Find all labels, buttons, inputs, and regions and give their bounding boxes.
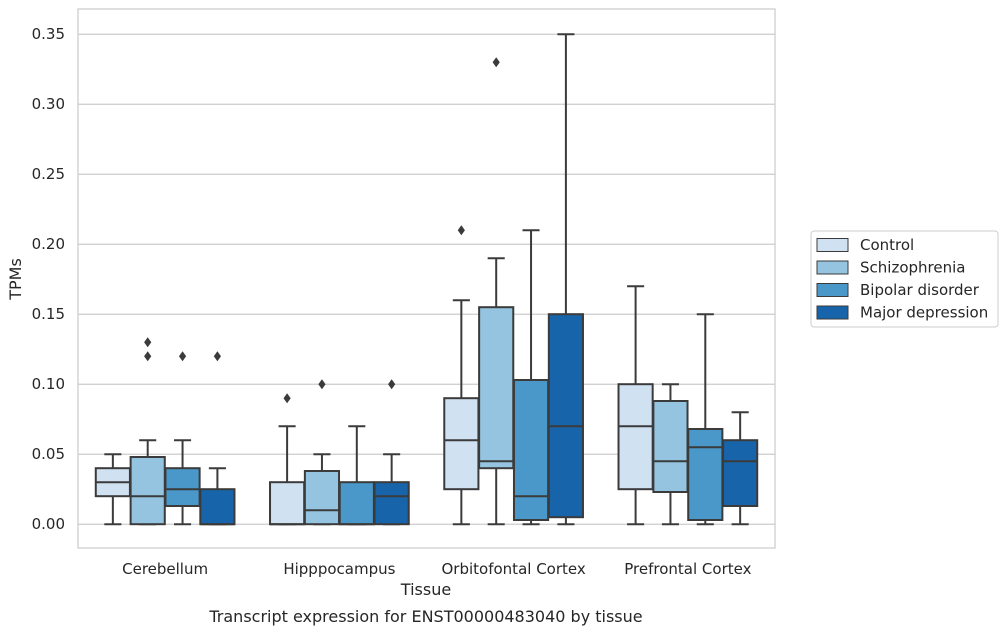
- y-tick-label: 0.35: [32, 25, 65, 43]
- box-schizophrenia: [129, 337, 166, 526]
- box-body: [164, 467, 201, 508]
- y-tick-label: 0.00: [32, 515, 65, 533]
- box-control: [269, 393, 306, 526]
- y-axis-title: TPMs: [6, 258, 25, 301]
- box-bipolar-disorder: [687, 313, 724, 526]
- box-body: [129, 456, 166, 526]
- box-bipolar-disorder: [164, 351, 201, 526]
- legend-label: Schizophrenia: [860, 259, 965, 277]
- outlier-point: [178, 351, 187, 362]
- gridlines: [78, 33, 775, 525]
- box-schizophrenia: [652, 383, 689, 526]
- box-major-depression: [373, 379, 410, 526]
- box-body: [199, 488, 236, 526]
- outlier-point: [388, 379, 396, 390]
- outlier-point: [144, 337, 152, 348]
- box-body: [722, 439, 759, 508]
- outlier-point: [283, 393, 291, 404]
- x-tick-label: Orbitofontal Cortex: [442, 560, 586, 578]
- box-body: [512, 379, 550, 521]
- box-major-depression: [722, 411, 759, 526]
- y-tick-label: 0.20: [32, 235, 65, 253]
- box-body: [687, 428, 724, 521]
- box-control: [94, 453, 131, 526]
- box-body: [303, 470, 341, 526]
- legend-items: Control Schizophrenia Bipolar disorder Majo…: [816, 236, 988, 322]
- box-body: [269, 481, 306, 526]
- outlier-point: [144, 351, 152, 362]
- box-bipolar-disorder: [338, 425, 375, 526]
- y-tick-label: 0.05: [32, 445, 65, 463]
- x-tick-label: Cerebellum: [122, 560, 208, 578]
- box-body: [478, 306, 515, 470]
- box-schizophrenia: [478, 57, 515, 526]
- legend-label: Control: [860, 236, 914, 254]
- legend-label: Major depression: [860, 304, 988, 322]
- x-tick-label: Prefrontal Cortex: [624, 560, 751, 578]
- box-body: [443, 397, 480, 491]
- box-major-depression: [199, 351, 236, 526]
- box-control: [443, 225, 480, 526]
- legend-frame: [810, 230, 999, 328]
- outlier-point: [457, 225, 465, 236]
- y-tick-label: 0.15: [32, 305, 65, 323]
- y-axis-ticks: 0.00 0.05 0.10 0.15 0.20 0.25 0.30 0.35: [32, 25, 65, 533]
- outlier-point: [492, 57, 500, 68]
- outlier-point: [213, 351, 221, 362]
- legend-swatch: [816, 238, 849, 252]
- box-body: [547, 313, 584, 519]
- plot-area-frame: [77, 8, 776, 549]
- legend: Control Schizophrenia Bipolar disorder Majo…: [810, 230, 999, 328]
- x-axis-title: Tissue: [400, 580, 451, 599]
- outlier-point: [318, 379, 326, 390]
- box-schizophrenia: [303, 379, 341, 526]
- x-axis-ticks: Cerebellum Hipppocampus Orbitofontal Corte…: [122, 560, 751, 578]
- box-body: [617, 383, 654, 491]
- legend-swatch: [816, 305, 849, 320]
- legend-swatch: [816, 283, 849, 297]
- box-bipolar-disorder: [512, 229, 550, 526]
- x-tick-label: Hipppocampus: [283, 560, 395, 578]
- box-body: [373, 481, 410, 526]
- y-tick-label: 0.10: [32, 375, 65, 393]
- box-body: [338, 481, 375, 526]
- box-control: [617, 285, 654, 526]
- y-tick-label: 0.25: [32, 165, 65, 183]
- legend-label: Bipolar disorder: [860, 281, 980, 299]
- chart-caption: Transcript expression for ENST0000048304…: [208, 607, 642, 626]
- boxes: [94, 33, 759, 526]
- legend-swatch: [816, 260, 849, 275]
- y-tick-label: 0.30: [32, 95, 65, 113]
- box-major-depression: [547, 33, 584, 526]
- box-body: [652, 400, 689, 493]
